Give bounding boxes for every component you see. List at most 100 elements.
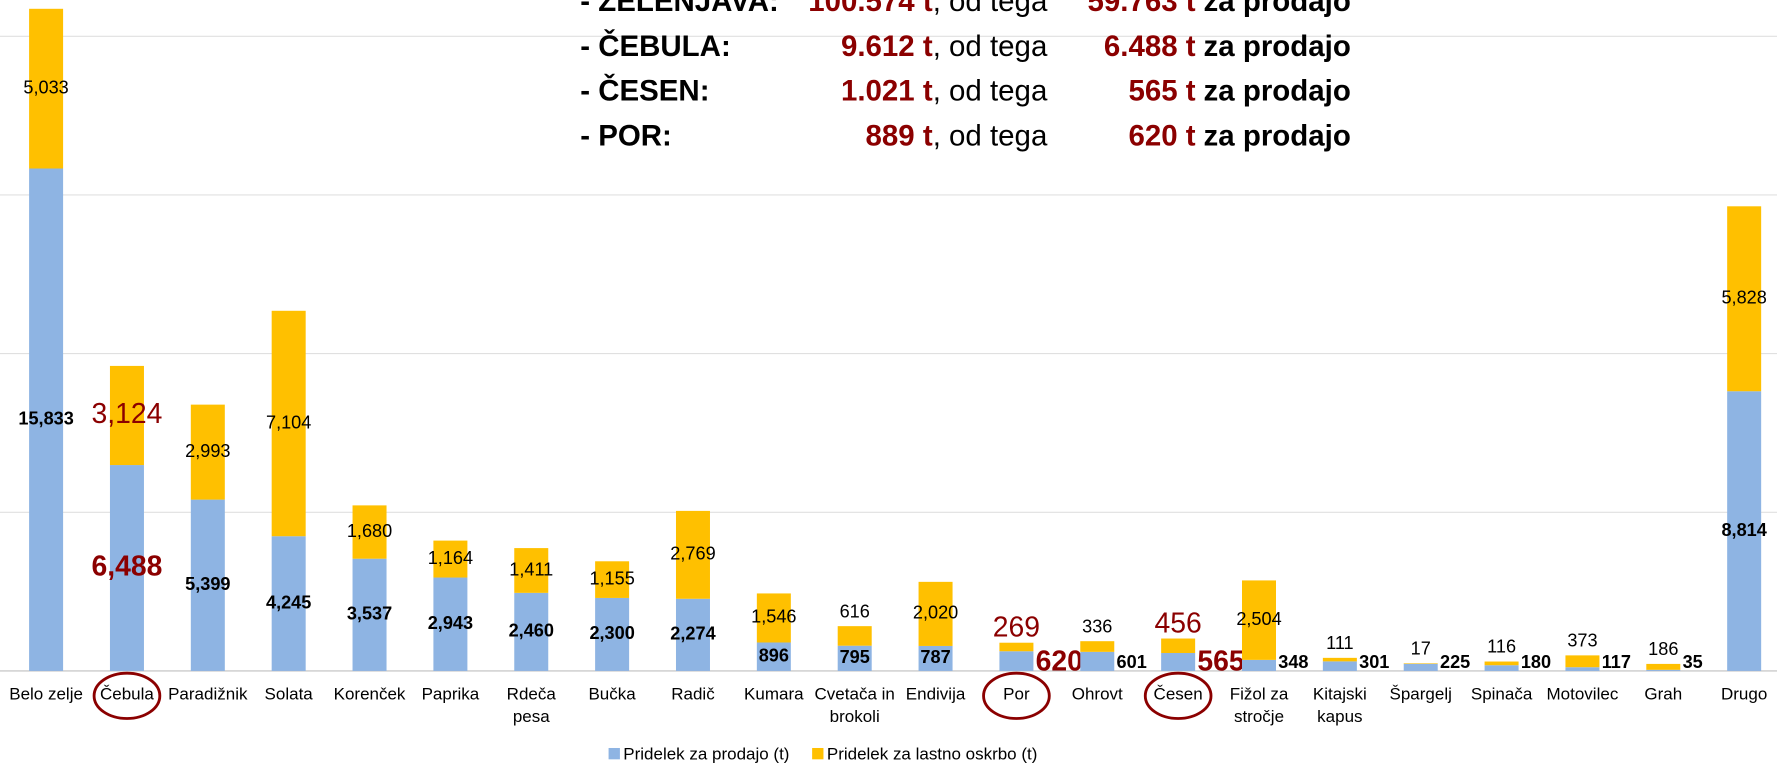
annotation-amount: 889 t [866, 119, 933, 152]
data-label: 787 [920, 647, 950, 667]
data-label: 4,245 [266, 592, 311, 612]
x-tick-label: Kumara [744, 684, 804, 704]
bar-segment [1484, 665, 1519, 671]
bar-segment [595, 561, 630, 598]
annotation-label: - POR: [580, 119, 672, 152]
data-label: 5,828 [1721, 288, 1766, 308]
bar-segment [1161, 652, 1196, 671]
data-label: 301 [1359, 652, 1389, 672]
data-label: 3,124 [92, 398, 163, 430]
x-tick-label: Česen [1153, 684, 1203, 704]
bar-segment [837, 626, 872, 646]
annotation-text: , od tega [933, 119, 1048, 152]
data-label: 2,274 [670, 624, 715, 644]
annotation-text: za prodajo [1204, 0, 1351, 18]
data-label: 2,993 [185, 441, 230, 461]
bar-segment [756, 593, 791, 643]
x-tick-label: Čebula [99, 684, 154, 704]
bar-segment [1646, 663, 1681, 670]
bar-segment [1242, 580, 1277, 660]
data-label: 2,300 [589, 623, 634, 643]
x-label-box: Drugo [1720, 684, 1768, 704]
highlight-circle [982, 671, 1051, 720]
bar-segment [190, 499, 225, 671]
annotation-amount: 1.021 t [841, 75, 933, 108]
legend-label: Pridelek za prodajo (t) [623, 744, 789, 763]
data-label: 5,399 [185, 574, 230, 594]
legend-label: Pridelek za lastno oskrbo (t) [827, 744, 1038, 763]
bar-segment [1403, 663, 1438, 671]
bar-segment [352, 558, 387, 671]
data-label: 1,411 [509, 559, 553, 579]
bar-segment [1484, 661, 1519, 666]
x-label-box: Endivija [906, 685, 966, 704]
x-label-box: Bučka [588, 685, 635, 704]
x-tick-label: Por [1003, 684, 1030, 704]
x-label-box: Čebula [99, 684, 154, 704]
x-tick-label: Motovilec [1546, 684, 1619, 704]
data-label: 2,769 [670, 544, 715, 564]
data-label: 1,164 [428, 548, 473, 568]
annotation-label: - ČEBULA: [580, 29, 731, 63]
x-label-box: Korenček [333, 684, 406, 704]
x-label-box: Paprika [421, 684, 480, 704]
x-tick-label: Drugo [1720, 684, 1768, 704]
legend-swatch [812, 747, 824, 760]
bar-segment [1565, 667, 1600, 671]
x-label-box: Por [1003, 684, 1030, 704]
data-label: 116 [1487, 637, 1516, 657]
x-tick-label: Korenček [333, 684, 406, 704]
legend-swatch [608, 747, 620, 760]
data-label: 225 [1440, 652, 1470, 672]
x-label-box: Radič [671, 684, 715, 704]
data-label: 186 [1648, 639, 1678, 659]
data-label: 1,155 [589, 568, 634, 588]
x-tick-label: Paradižnik [168, 684, 248, 704]
annotation-text: , od tega [933, 0, 1048, 18]
data-label: 6,488 [92, 550, 163, 582]
bar-segment [352, 505, 387, 559]
x-tick-label: Belo zelje [9, 684, 83, 704]
data-label: 620 [1036, 645, 1083, 677]
bar-segment [1565, 655, 1600, 668]
highlight-circle [1143, 671, 1213, 720]
data-label: 2,504 [1236, 609, 1281, 629]
x-label-box: Motovilec [1546, 684, 1619, 704]
bar-segment [514, 592, 549, 671]
x-tick-label: Grah [1644, 684, 1683, 704]
x-label-box: Cvetača in brokoli [815, 685, 895, 727]
data-label: 269 [993, 612, 1040, 644]
x-tick-label: Radič [671, 684, 715, 704]
bar-segment [1727, 206, 1762, 392]
bar-segment [271, 310, 306, 537]
x-label-box: Ohrovt [1072, 685, 1123, 704]
bar-segment [1403, 663, 1438, 664]
x-label-box: Belo zelje [9, 684, 83, 704]
annotation-amount: 59.763 t [1088, 0, 1196, 18]
data-label: 601 [1117, 652, 1147, 672]
bar-segment [675, 598, 710, 671]
data-label: 348 [1278, 652, 1308, 672]
x-tick-label: Paprika [421, 684, 480, 704]
bar-segment [271, 536, 306, 671]
data-label: 3,537 [347, 604, 392, 624]
x-label-box: Spinača [1470, 684, 1533, 704]
annotation-text: za prodajo [1204, 119, 1351, 152]
x-label-box: Solata [264, 684, 313, 704]
data-label: 17 [1411, 638, 1431, 658]
bar-segment [1727, 391, 1762, 671]
data-label: 111 [1326, 633, 1354, 653]
bar-segment [1646, 669, 1681, 671]
x-tick-label: Fižol za stročje [1229, 684, 1289, 727]
bar-segment [999, 642, 1034, 652]
data-label: 336 [1082, 616, 1112, 636]
x-tick-label: Spinača [1470, 684, 1533, 704]
data-label: 7,104 [266, 412, 311, 432]
bar-segment [29, 168, 64, 671]
x-label-box: Kumara [744, 684, 804, 704]
bar-segment [595, 597, 630, 671]
bar-segment [1080, 641, 1115, 652]
bar-segment [1242, 659, 1277, 671]
data-label: 2,020 [913, 603, 958, 623]
x-tick-label: Solata [264, 684, 313, 704]
